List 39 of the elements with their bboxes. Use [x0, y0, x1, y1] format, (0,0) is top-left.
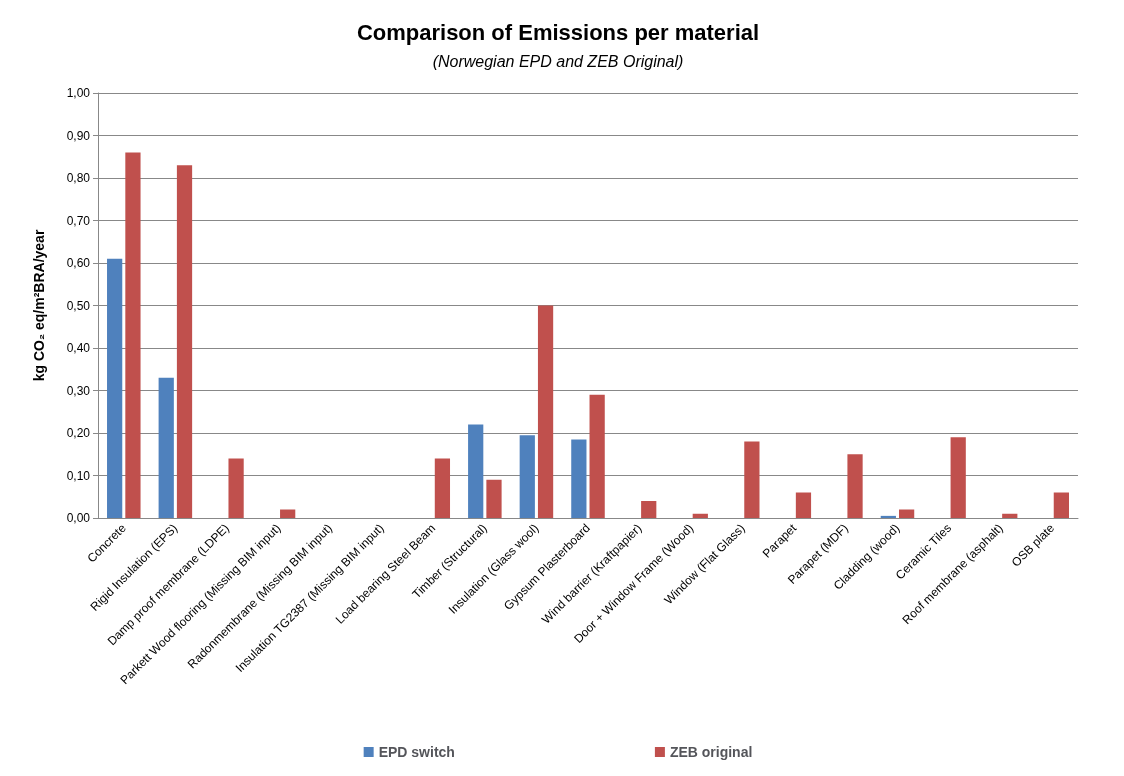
y-tick-label: 0,70	[66, 213, 91, 228]
legend-label: ZEB original	[669, 744, 753, 760]
y-tick-label: 0,30	[66, 383, 91, 398]
bar	[280, 509, 296, 518]
bar	[880, 515, 896, 518]
chart-subtitle: (Norwegian EPD and ZEB Original)	[432, 52, 684, 70]
bar	[107, 258, 123, 518]
bar	[641, 501, 657, 518]
bar	[692, 513, 708, 518]
y-tick-label: 0,20	[66, 426, 91, 440]
y-tick-label: 0,50	[66, 298, 91, 313]
bar	[571, 439, 587, 518]
y-axis-title: kg CO₂ eq/m²BRA/year	[31, 229, 47, 382]
y-tick-label: 0,10	[66, 468, 91, 483]
bar	[1053, 492, 1069, 518]
chart-title: Comparison of Emissions per material	[356, 19, 760, 45]
bar	[434, 458, 451, 518]
legend-label: EPD switch	[378, 744, 455, 760]
bar	[950, 437, 966, 518]
bar	[468, 424, 484, 518]
y-tick-label: 1,00	[66, 86, 91, 100]
bar	[519, 435, 535, 518]
bar	[176, 165, 193, 518]
bar	[899, 509, 915, 518]
y-tick-label: 0,00	[66, 511, 91, 525]
bar	[125, 152, 141, 518]
y-tick-label: 0,90	[66, 128, 91, 143]
y-tick-label: 0,60	[66, 256, 91, 270]
bar	[1002, 513, 1018, 518]
bar	[486, 479, 502, 518]
y-tick-label: 0,40	[66, 341, 91, 355]
bar	[744, 441, 760, 518]
bar	[228, 458, 244, 518]
bar	[537, 305, 554, 518]
bar	[847, 454, 863, 518]
bar	[589, 394, 605, 518]
bar	[795, 492, 812, 518]
bar	[158, 377, 174, 518]
y-tick-label: 0,80	[66, 171, 91, 185]
